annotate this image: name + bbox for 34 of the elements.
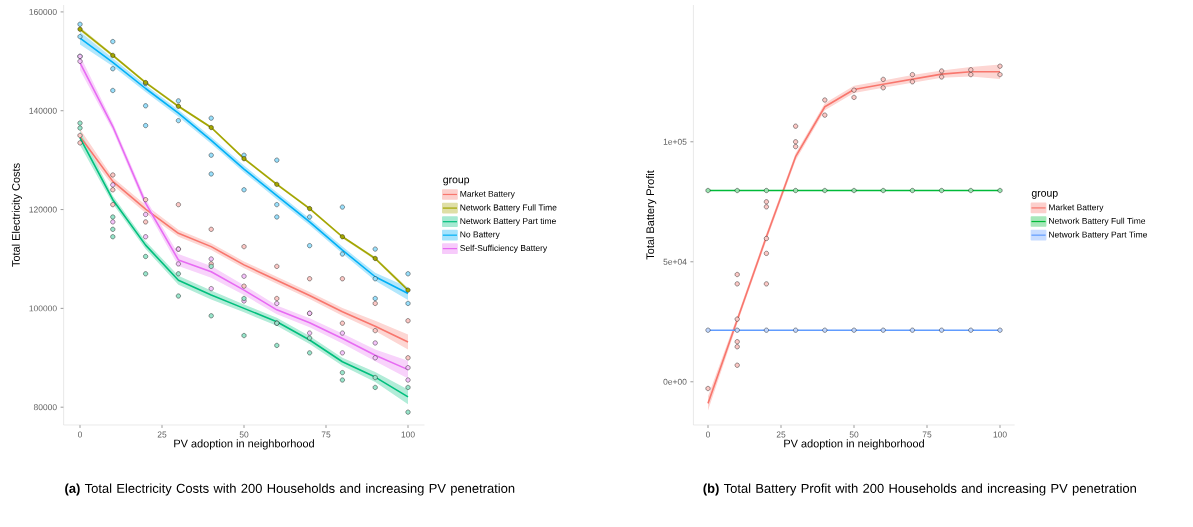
x-axis-title: PV adoption in neighborhood xyxy=(784,439,924,450)
x-tick-label: 0 xyxy=(77,431,83,438)
x-tick-label: 100 xyxy=(401,431,415,438)
x-tick-label: 100 xyxy=(993,431,1007,438)
legend-label: Network Battery Part time xyxy=(460,217,556,226)
x-tick-label: 50 xyxy=(239,431,249,438)
legend-label: Market Battery xyxy=(1049,204,1104,212)
y-tick-label: 0e+00 xyxy=(663,378,687,385)
y-tick-label: 140000 xyxy=(29,107,57,114)
legend-title: group xyxy=(1031,191,1058,199)
legend-title: group xyxy=(443,177,470,186)
legend-label: Network Battery Full Time xyxy=(460,204,557,213)
x-tick-label: 25 xyxy=(157,431,167,438)
y-axis-title: Total Battery Profit xyxy=(646,170,657,260)
legend-label: Network Battery Part Time xyxy=(1049,231,1147,240)
y-tick-label: 120000 xyxy=(29,206,57,213)
x-tick-label: 0 xyxy=(705,431,711,438)
text: (a) Total Electricity Costs with 200 Households and increasing PV penetration xyxy=(65,483,515,496)
legend-label: Self-Sufficiency Battery xyxy=(460,244,548,253)
y-tick-label: 5e+04 xyxy=(663,258,687,265)
legend-label: Network Battery Full Time xyxy=(1049,217,1146,226)
x-tick-label: 25 xyxy=(776,431,786,438)
y-axis-title: Total Electricity Costs xyxy=(11,163,22,267)
legend-label: No Battery xyxy=(460,231,500,240)
y-tick-label: 160000 xyxy=(29,8,57,15)
x-axis-title: PV adoption in neighborhood xyxy=(174,439,314,450)
text: (b) Total Battery Profit with 200 Households and increasing PV penetration xyxy=(703,483,1136,496)
y-tick-label: 80000 xyxy=(33,404,57,411)
x-tick-label: 50 xyxy=(849,431,859,438)
y-tick-label: 1e+05 xyxy=(663,138,687,145)
legend-label: Market Battery xyxy=(460,190,515,199)
x-tick-label: 75 xyxy=(321,431,331,438)
y-tick-label: 100000 xyxy=(29,305,57,312)
x-tick-label: 75 xyxy=(922,431,932,438)
